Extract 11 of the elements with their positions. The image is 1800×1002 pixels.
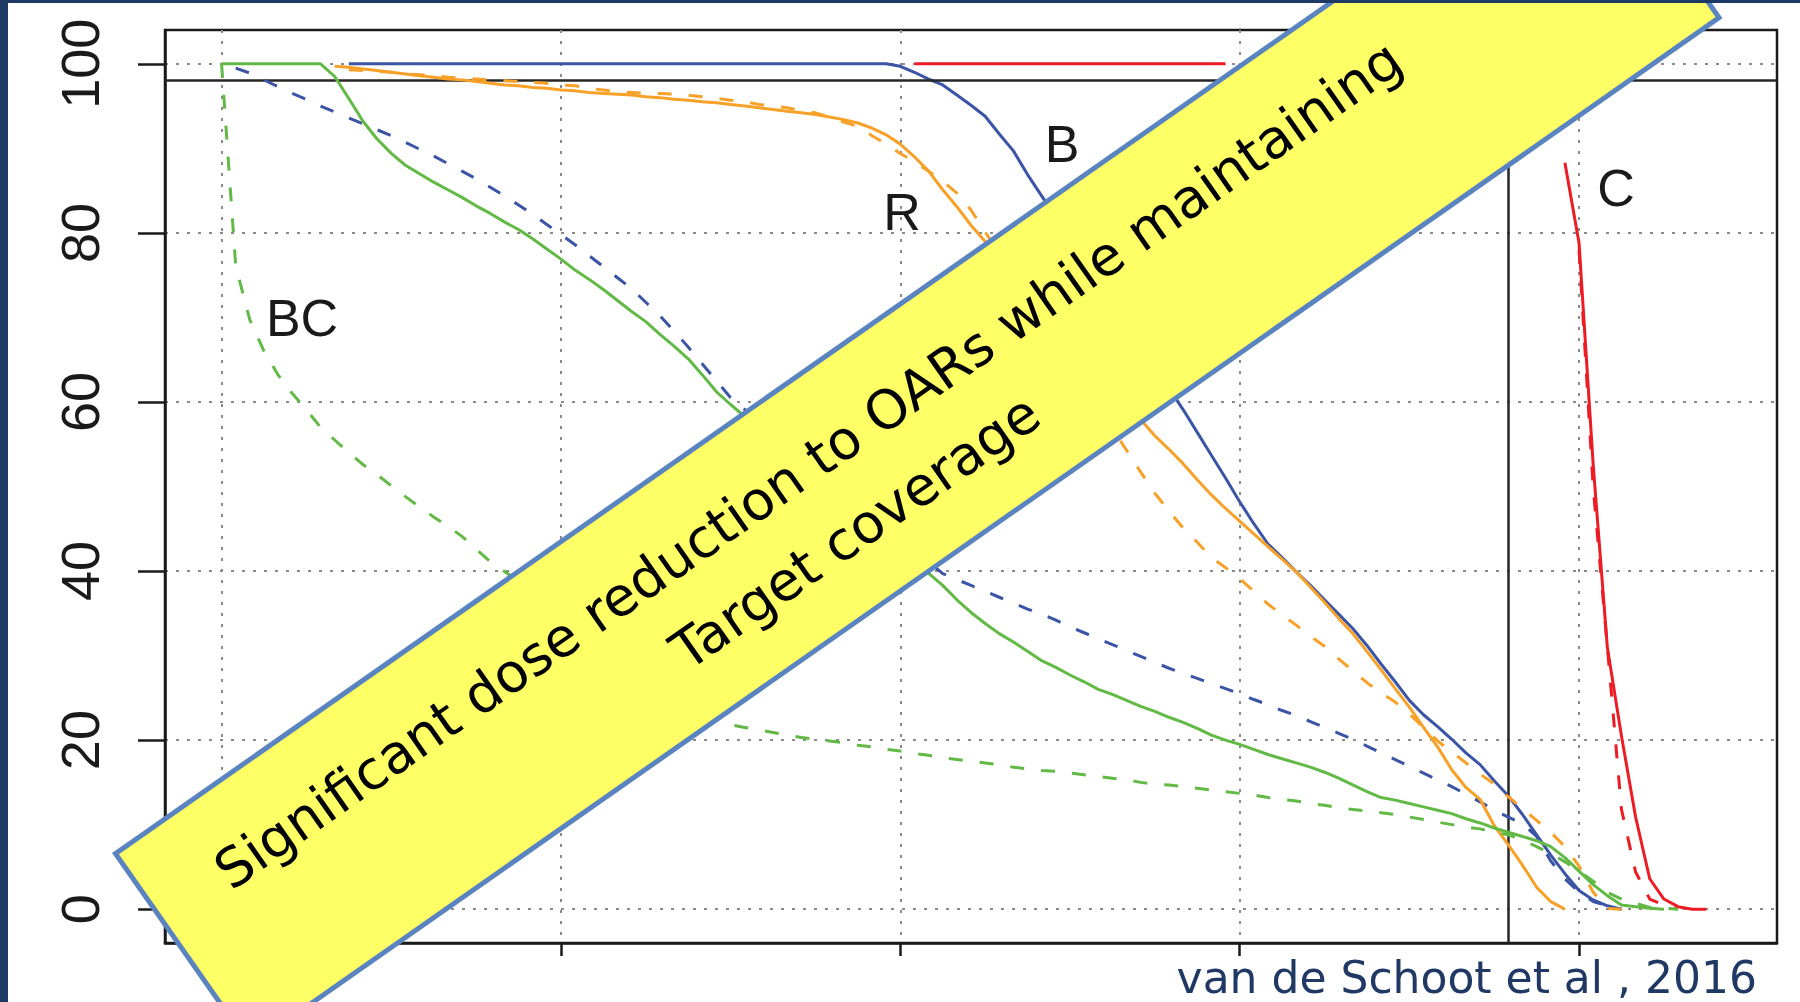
- y-tick-label: 60: [50, 371, 110, 432]
- series-label: B: [1044, 115, 1080, 173]
- y-tick-label: 40: [50, 541, 110, 602]
- y-tick-label: 100: [50, 18, 110, 109]
- series-label: BC: [265, 289, 339, 347]
- y-tick-label: 80: [50, 202, 110, 263]
- series-label: R: [883, 183, 921, 241]
- text: van de Schoot et al , 2016: [1176, 952, 1757, 1002]
- series-label: C: [1597, 159, 1635, 217]
- y-tick-label: 20: [50, 710, 110, 771]
- y-tick-label: 0: [50, 894, 110, 925]
